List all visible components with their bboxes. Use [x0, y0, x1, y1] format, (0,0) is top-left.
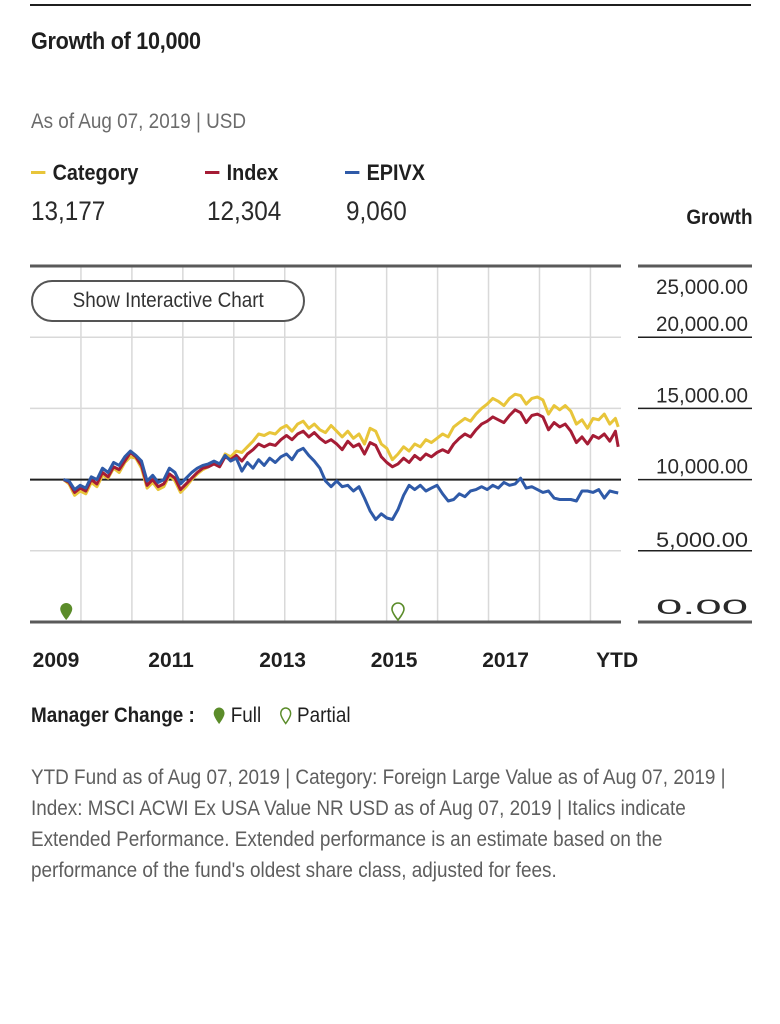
x-tick-label: 2015	[371, 649, 418, 672]
legend-epivx-label: EPIVX	[366, 160, 425, 185]
legend-category-label: Category	[52, 160, 139, 185]
x-tick-label: 2013	[259, 649, 306, 672]
y-tick-label: 20,000.00	[656, 313, 748, 336]
x-tick-label: 2011	[148, 649, 194, 672]
top-rule	[30, 4, 751, 6]
y-tick-label: 5,000.00	[656, 529, 748, 552]
manager-change-markers	[60, 602, 405, 622]
as-of-date: As of Aug 07, 2019 | USD	[31, 110, 247, 133]
category-value: 13,177	[31, 196, 106, 226]
legend-epivx: EPIVX	[345, 160, 425, 186]
growth-chart: 25,000.00 20,000.00 15,000.00 10,000.00 5,00…	[30, 264, 752, 672]
manager-change-legend: Manager Change : Full Partial	[31, 704, 351, 728]
x-tick-label: 2009	[33, 649, 80, 672]
footnote: YTD Fund as of Aug 07, 2019 | Category: …	[31, 766, 726, 882]
x-axis-labels: 2009 2011 2013 2015 2017 YTD	[33, 649, 638, 672]
x-tick-label: YTD	[596, 649, 638, 672]
legend-index: Index	[205, 160, 278, 186]
growth-axis-label: Growth	[685, 206, 752, 229]
manager-change-full-marker	[60, 603, 73, 620]
y-tick-label: 15,000.00	[656, 384, 748, 407]
index-swatch-icon	[205, 171, 220, 175]
chart-grid	[30, 264, 752, 624]
series-line-index	[62, 408, 620, 494]
manager-change-partial-marker	[391, 602, 405, 622]
full-marker-icon	[213, 707, 225, 724]
y-tick-label: 0.00	[656, 596, 748, 619]
series-line-category	[62, 392, 620, 497]
y-tick-label: 10,000.00	[656, 456, 748, 479]
full-label: Full	[230, 704, 262, 727]
partial-label: Partial	[297, 704, 351, 727]
y-tick-label: 25,000.00	[656, 276, 748, 299]
partial-marker-icon	[279, 707, 291, 725]
index-value: 12,304	[207, 196, 282, 226]
series-line-epivx	[63, 446, 619, 521]
category-swatch-icon	[31, 171, 46, 175]
show-interactive-chart-label: Show Interactive Chart	[72, 289, 264, 312]
y-axis-labels: 25,000.00 20,000.00 15,000.00 10,000.00 5,00…	[656, 276, 748, 619]
x-tick-label: 2017	[482, 649, 529, 672]
manager-change-label: Manager Change :	[31, 704, 195, 727]
legend-category: Category	[31, 160, 138, 186]
legend-index-label: Index	[226, 160, 279, 185]
show-interactive-chart-button[interactable]: Show Interactive Chart	[31, 280, 305, 322]
epivx-value: 9,060	[346, 196, 407, 226]
epivx-swatch-icon	[345, 171, 360, 175]
page-title: Growth of 10,000	[31, 28, 201, 55]
chart-series	[62, 392, 620, 521]
